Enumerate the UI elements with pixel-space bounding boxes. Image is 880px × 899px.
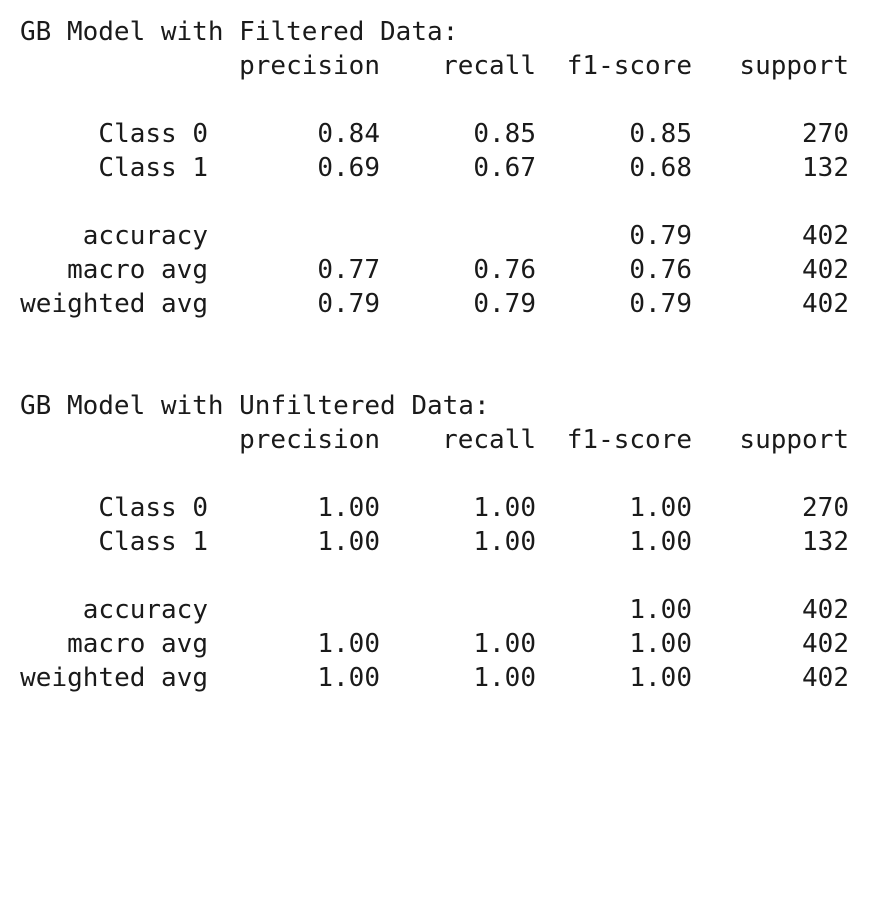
header-recall: recall	[442, 51, 536, 81]
summary-precision: 0.77	[317, 255, 380, 285]
table-row: Class 1 1.00 1.00 1.00 132	[20, 525, 860, 559]
header-support: support	[739, 51, 849, 81]
summary-f1-score: 0.79	[629, 289, 692, 319]
header-f1-score: f1-score	[566, 51, 692, 81]
header-support: support	[739, 425, 849, 455]
summary-recall: 1.00	[473, 629, 536, 659]
summary-support: 402	[802, 289, 849, 319]
row-label: Class 1	[98, 153, 208, 183]
header-row: precision recall f1-score support	[20, 423, 860, 457]
header-f1-score: f1-score	[566, 425, 692, 455]
row-support: 132	[802, 527, 849, 557]
row-precision: 0.84	[317, 119, 380, 149]
summary-row: accuracy 1.00 402	[20, 593, 860, 627]
header-precision: precision	[239, 425, 380, 455]
row-support: 270	[802, 493, 849, 523]
summary-precision: 1.00	[317, 629, 380, 659]
summary-label: accuracy	[82, 221, 208, 251]
summary-row: weighted avg 0.79 0.79 0.79 402	[20, 287, 860, 321]
row-recall: 0.67	[473, 153, 536, 183]
row-precision: 0.69	[317, 153, 380, 183]
row-recall: 0.85	[473, 119, 536, 149]
summary-label: weighted avg	[20, 663, 208, 693]
row-support: 270	[802, 119, 849, 149]
row-f1-score: 0.85	[629, 119, 692, 149]
summary-label: macro avg	[67, 255, 208, 285]
summary-label: weighted avg	[20, 289, 208, 319]
summary-f1-score: 1.00	[629, 595, 692, 625]
row-recall: 1.00	[473, 493, 536, 523]
summary-support: 402	[802, 629, 849, 659]
row-f1-score: 1.00	[629, 527, 692, 557]
summary-precision: 1.00	[317, 663, 380, 693]
report-title-text: GB Model with Unfiltered Data:	[20, 391, 490, 421]
summary-support: 402	[802, 663, 849, 693]
report-title-text: GB Model with Filtered Data:	[20, 17, 459, 47]
summary-f1-score: 1.00	[629, 663, 692, 693]
summary-recall: 0.76	[473, 255, 536, 285]
summary-recall: 1.00	[473, 663, 536, 693]
summary-f1-score: 1.00	[629, 629, 692, 659]
header-precision: precision	[239, 51, 380, 81]
table-row: Class 0 1.00 1.00 1.00 270	[20, 491, 860, 525]
row-f1-score: 1.00	[629, 493, 692, 523]
summary-recall: 0.79	[473, 289, 536, 319]
report-title: GB Model with Unfiltered Data:	[20, 389, 860, 423]
row-recall: 1.00	[473, 527, 536, 557]
summary-row: weighted avg 1.00 1.00 1.00 402	[20, 661, 860, 695]
console-output: GB Model with Filtered Data: precision r…	[20, 15, 860, 695]
row-label: Class 1	[98, 527, 208, 557]
summary-row: macro avg 1.00 1.00 1.00 402	[20, 627, 860, 661]
summary-f1-score: 0.76	[629, 255, 692, 285]
row-support: 132	[802, 153, 849, 183]
row-precision: 1.00	[317, 527, 380, 557]
row-f1-score: 0.68	[629, 153, 692, 183]
summary-support: 402	[802, 255, 849, 285]
table-row: Class 0 0.84 0.85 0.85 270	[20, 117, 860, 151]
row-precision: 1.00	[317, 493, 380, 523]
table-row: Class 1 0.69 0.67 0.68 132	[20, 151, 860, 185]
header-recall: recall	[442, 425, 536, 455]
summary-label: accuracy	[82, 595, 208, 625]
summary-support: 402	[802, 221, 849, 251]
summary-label: macro avg	[67, 629, 208, 659]
summary-f1-score: 0.79	[629, 221, 692, 251]
row-label: Class 0	[98, 119, 208, 149]
report-title: GB Model with Filtered Data:	[20, 15, 860, 49]
summary-row: accuracy 0.79 402	[20, 219, 860, 253]
summary-precision: 0.79	[317, 289, 380, 319]
row-label: Class 0	[98, 493, 208, 523]
summary-row: macro avg 0.77 0.76 0.76 402	[20, 253, 860, 287]
summary-support: 402	[802, 595, 849, 625]
header-row: precision recall f1-score support	[20, 49, 860, 83]
